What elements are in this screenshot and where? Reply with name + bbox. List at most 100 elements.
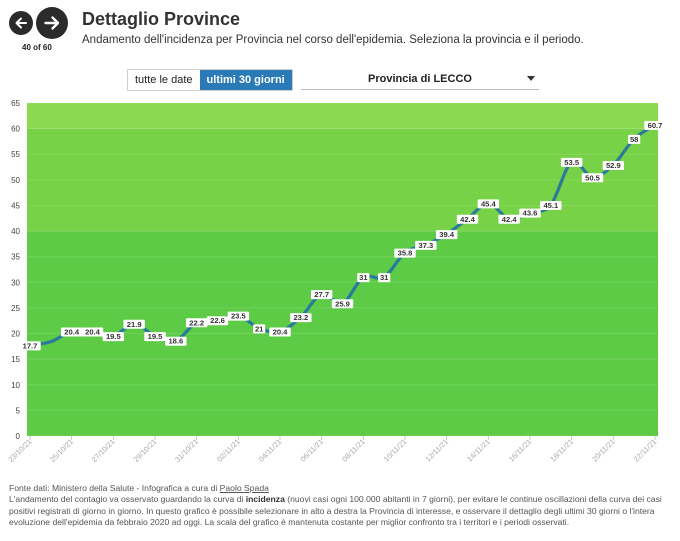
incidence-chart: 0 5 10 15 20 25 30 35 40 45 50 55 60 65 23/10/21 25/10…: [6, 99, 666, 464]
description-rest: (nuovi casi ogni 100.000 abitanti in 7 g…: [9, 494, 662, 528]
data-label-group-6: 19.5: [144, 332, 166, 342]
data-label-group-3: 20.4: [81, 327, 104, 337]
x-tick-label-10: 12/11/21: [423, 437, 450, 464]
y-tick-label-10: 50: [11, 176, 20, 185]
data-label-16: 31: [359, 273, 368, 282]
data-label-21: 42.4: [460, 215, 476, 224]
data-label-bg-18: [394, 248, 416, 258]
data-label-bg-3: [81, 327, 104, 337]
page-title: Dettaglio Province: [82, 9, 241, 29]
source-credit: Fonte dati: Ministero della Salute - Inf…: [9, 483, 671, 494]
data-label-bg-10: [227, 311, 250, 321]
data-label-29: 58: [630, 135, 638, 144]
data-label-group-13: 23.2: [290, 313, 312, 323]
data-label-19: 37.3: [418, 241, 433, 250]
x-tick-label-6: 04/11/21: [257, 437, 284, 464]
toggle-last-30-days[interactable]: ultimi 30 giorni: [199, 70, 292, 90]
x-tick-label-3: 29/10/21: [131, 437, 158, 464]
data-label-3: 20.4: [85, 327, 101, 336]
arrow-right-icon: [44, 16, 60, 30]
x-tick-label-9: 10/11/21: [382, 437, 409, 464]
data-label-bg-8: [185, 318, 208, 328]
data-label-bg-2: [60, 327, 83, 337]
y-tick-label-11: 55: [11, 150, 20, 159]
y-tick-label-5: 25: [11, 304, 20, 313]
data-label-bg-23: [498, 214, 520, 224]
data-label-bg-14: [310, 290, 333, 300]
province-select[interactable]: Provincia di LECCO: [301, 69, 539, 90]
data-label-bg-12: [269, 327, 291, 337]
data-label-bg-19: [415, 240, 437, 250]
data-label-group-7: 18.6: [165, 336, 187, 346]
data-label-bg-15: [331, 299, 354, 309]
previous-button[interactable]: [9, 11, 33, 35]
x-tick-label-8: 08/11/21: [340, 437, 367, 464]
data-label-bg-24: [519, 208, 541, 218]
chevron-down-icon: [527, 76, 535, 81]
data-label-bg-26: [560, 157, 583, 167]
data-label-22: 45.4: [481, 199, 497, 208]
chart-band-0: [27, 231, 658, 436]
data-label-9: 22.6: [210, 316, 225, 325]
description-paragraph: L'andamento del contagio va osservato gu…: [9, 494, 671, 528]
data-label-14: 27.7: [314, 290, 329, 299]
source-prefix: Fonte dati: Ministero della Salute - Inf…: [9, 483, 220, 493]
data-label-15: 25.9: [335, 299, 350, 308]
data-label-bg-28: [602, 160, 625, 170]
data-label-bg-13: [290, 313, 312, 323]
data-point-1: [49, 340, 53, 343]
page-subtitle: Andamento dell'incidenza per Provincia n…: [82, 34, 584, 46]
data-label-group-15: 25.9: [331, 299, 354, 309]
data-label-bg-6: [144, 332, 166, 342]
description-bold: incidenza: [245, 494, 285, 505]
footer-notes: Fonte dati: Ministero della Salute - Inf…: [9, 483, 671, 529]
data-label-27: 50.5: [585, 173, 601, 182]
data-label-0: 17.7: [23, 341, 38, 350]
x-tick-label-0: 23/10/21: [6, 437, 33, 464]
data-label-group-2: 20.4: [60, 327, 83, 337]
data-label-bg-22: [477, 199, 500, 209]
data-label-2: 20.4: [64, 327, 80, 336]
data-label-6: 19.5: [148, 332, 164, 341]
data-label-group-16: 31: [357, 273, 370, 283]
y-tick-label-13: 65: [11, 99, 20, 108]
data-label-bg-0: [19, 341, 41, 351]
data-label-group-30: 60.7: [644, 121, 666, 131]
data-label-group-22: 45.4: [477, 199, 500, 209]
data-label-23: 42.4: [502, 215, 518, 224]
x-tick-label-7: 06/11/21: [298, 437, 325, 464]
data-label-26: 53.5: [564, 158, 580, 167]
arrow-left-icon: [15, 17, 27, 29]
y-tick-label-2: 10: [11, 381, 20, 390]
data-label-group-14: 27.7: [310, 290, 333, 300]
data-label-group-10: 23.5: [227, 311, 250, 321]
chart-band-2: [27, 103, 658, 129]
data-label-12: 20.4: [273, 327, 289, 336]
data-label-group-20: 39.4: [435, 230, 458, 240]
data-label-group-26: 53.5: [560, 157, 583, 167]
x-tick-label-1: 25/10/21: [48, 437, 75, 464]
data-label-group-19: 37.3: [415, 240, 437, 250]
data-label-bg-29: [628, 134, 641, 144]
data-label-13: 23.2: [293, 313, 308, 322]
x-tick-label-5: 02/11/21: [215, 437, 242, 464]
data-label-25: 45.1: [543, 201, 559, 210]
y-tick-label-8: 40: [11, 227, 20, 236]
x-tick-label-2: 27/10/21: [90, 437, 117, 464]
data-label-group-17: 31: [378, 273, 391, 283]
y-tick-label-6: 30: [11, 278, 20, 287]
data-label-10: 23.5: [231, 312, 247, 321]
page-counter: 40 of 60: [22, 43, 52, 52]
toggle-all-dates[interactable]: tutte le date: [128, 70, 200, 90]
data-label-24: 43.6: [523, 209, 538, 218]
x-tick-label-4: 31/10/21: [173, 437, 200, 464]
author-link[interactable]: Paolo Spada: [219, 483, 269, 493]
data-label-group-5: 21.9: [123, 319, 145, 329]
data-label-bg-17: [378, 273, 391, 283]
data-label-group-9: 22.6: [206, 316, 229, 326]
y-tick-label-9: 45: [11, 201, 20, 210]
data-label-bg-30: [644, 121, 666, 131]
next-button[interactable]: [36, 7, 68, 39]
y-tick-label-12: 60: [11, 125, 20, 134]
data-label-bg-25: [540, 200, 562, 210]
